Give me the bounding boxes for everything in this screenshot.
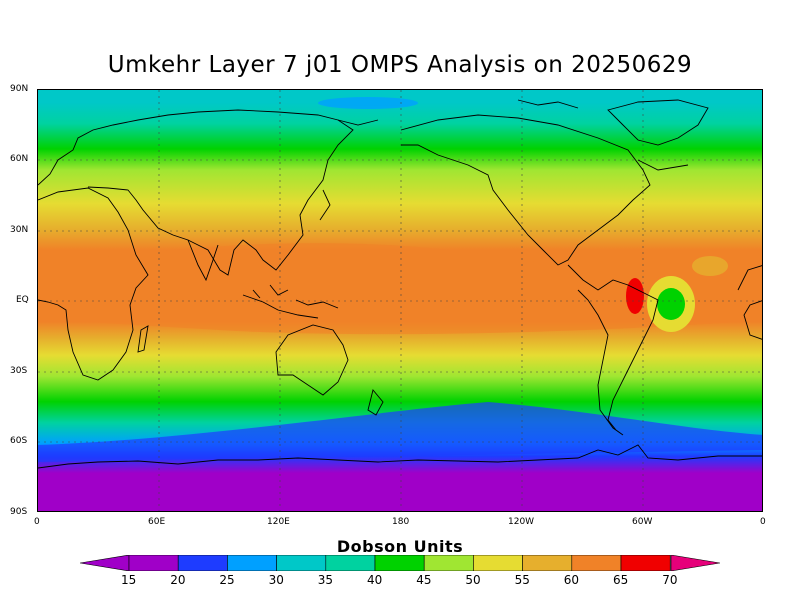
colorbar-cell: [276, 555, 327, 571]
colorbar-label: 15: [121, 573, 137, 587]
lon-label: 60E: [148, 517, 166, 527]
colorbar-cell: [620, 555, 671, 571]
colorbar-label: 60: [563, 573, 580, 587]
graticule: [38, 90, 762, 511]
coastlines: [38, 99, 762, 469]
colorbar-label: 65: [613, 573, 629, 587]
colorbar-cell: [128, 555, 179, 571]
lon-label: 0: [34, 517, 40, 527]
lon-label: 120W: [508, 517, 535, 527]
lon-label: 180: [392, 517, 410, 527]
colorbar-label: 20: [170, 573, 186, 587]
map-title: Umkehr Layer 7 j01 OMPS Analysis on 2025…: [107, 52, 693, 78]
lat-label: 90S: [10, 507, 28, 517]
map-contour-fills: [38, 97, 762, 462]
lon-label: 0: [760, 517, 766, 527]
colorbar-label: 50: [465, 573, 481, 587]
lon-label: 60W: [632, 517, 653, 527]
colorbar-upper-arrow: [670, 555, 720, 571]
colorbar-cell: [177, 555, 228, 571]
colorbar-label: 40: [367, 573, 383, 587]
colorbar-label: 70: [662, 573, 678, 587]
colorbar-lower-arrow: [80, 555, 130, 571]
lon-label: 120E: [267, 517, 290, 527]
lat-label: 90N: [10, 84, 29, 94]
colorbar-cell: [571, 555, 622, 571]
colorbar-cell: [473, 555, 523, 571]
colorbar-cell: [374, 555, 425, 571]
colorbar-label: 55: [514, 573, 530, 587]
colorbar-cell: [522, 555, 573, 571]
colorbar-title: Dobson Units: [336, 537, 464, 556]
lat-label: 30S: [10, 366, 28, 376]
ozone-map: [37, 89, 763, 512]
colorbar-label: 30: [268, 573, 284, 587]
colorbar: [80, 555, 720, 571]
colorbar-cell: [325, 555, 376, 571]
colorbar-label: 45: [416, 573, 432, 587]
lat-label: 30N: [10, 225, 29, 235]
lat-label: EQ: [16, 295, 29, 305]
lat-label: 60N: [10, 154, 29, 164]
lat-label: 60S: [10, 436, 28, 446]
colorbar-label: 25: [219, 573, 235, 587]
colorbar-label: 35: [317, 573, 334, 587]
colorbar-cell: [227, 555, 277, 571]
colorbar-cell: [423, 555, 474, 571]
